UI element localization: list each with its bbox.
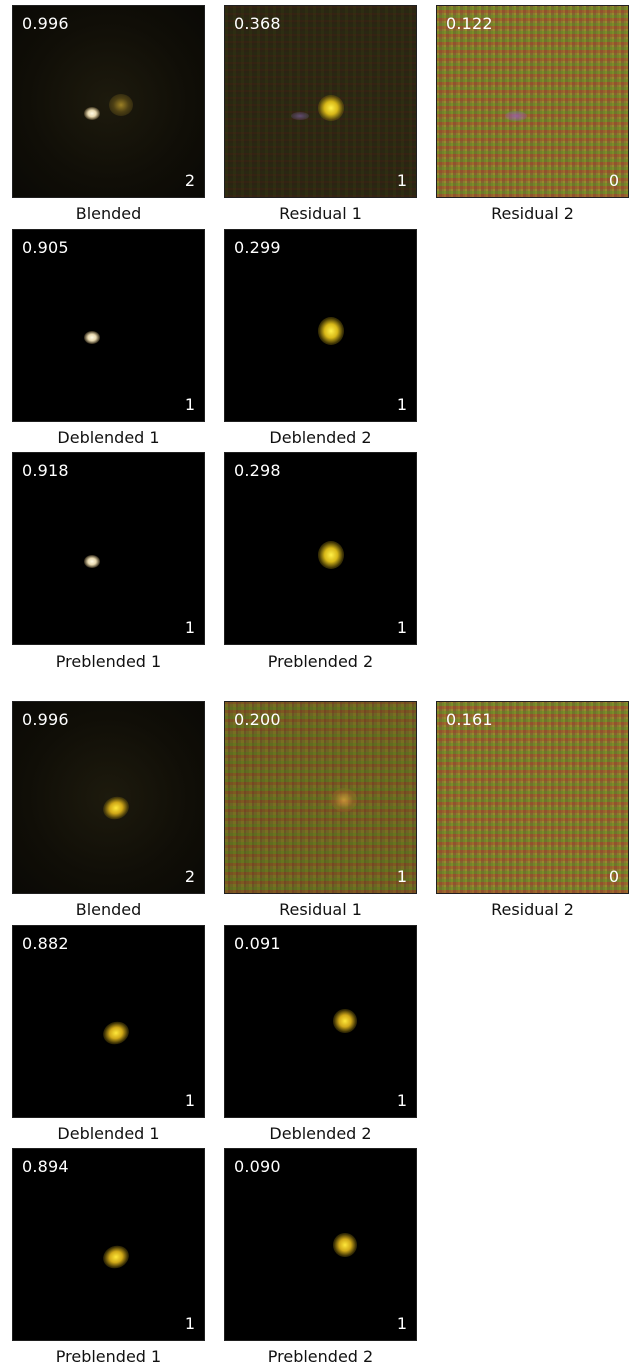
count-label: 1 bbox=[184, 1091, 195, 1110]
caption-g0-deblended-1: Deblended 1 bbox=[57, 428, 160, 447]
caption-g0-residual-1: Residual 1 bbox=[279, 204, 362, 223]
residual-artifact bbox=[505, 111, 527, 121]
panel-g1-blended: 0.996 2 bbox=[12, 701, 205, 894]
score-label: 0.996 bbox=[22, 710, 69, 729]
caption-g0-preblended-2: Preblended 2 bbox=[267, 652, 374, 671]
count-label: 1 bbox=[396, 867, 407, 886]
panel-g0-preblended-1: 0.918 1 bbox=[12, 452, 205, 645]
score-label: 0.918 bbox=[22, 461, 69, 480]
panel-g0-residual-1: 0.368 1 bbox=[224, 5, 417, 198]
caption-g1-residual-2: Residual 2 bbox=[491, 900, 574, 919]
caption-g0-blended: Blended bbox=[75, 204, 142, 223]
galaxy-white bbox=[84, 555, 100, 568]
residual-artifact bbox=[291, 112, 309, 120]
galaxy-yellow bbox=[318, 541, 344, 569]
panel-g1-residual-2: 0.161 0 bbox=[436, 701, 629, 894]
galaxy-yellow bbox=[100, 793, 132, 823]
galaxy-yellow bbox=[109, 94, 133, 116]
panel-g1-residual-1: 0.200 1 bbox=[224, 701, 417, 894]
score-label: 0.298 bbox=[234, 461, 281, 480]
caption-g1-deblended-1: Deblended 1 bbox=[57, 1124, 160, 1143]
score-label: 0.882 bbox=[22, 934, 69, 953]
count-label: 1 bbox=[184, 1314, 195, 1333]
galaxy-white bbox=[84, 331, 100, 344]
panel-g0-preblended-2: 0.298 1 bbox=[224, 452, 417, 645]
galaxy-yellow bbox=[333, 1233, 357, 1257]
caption-g1-preblended-1: Preblended 1 bbox=[55, 1347, 162, 1366]
residual-artifact bbox=[331, 788, 357, 812]
count-label: 2 bbox=[184, 171, 195, 190]
score-label: 0.299 bbox=[234, 238, 281, 257]
score-label: 0.200 bbox=[234, 710, 281, 729]
score-label: 0.368 bbox=[234, 14, 281, 33]
count-label: 0 bbox=[608, 867, 619, 886]
galaxy-yellow bbox=[318, 317, 344, 345]
score-label: 0.090 bbox=[234, 1157, 281, 1176]
panel-g0-blended: 0.996 2 bbox=[12, 5, 205, 198]
count-label: 1 bbox=[396, 395, 407, 414]
galaxy-yellow bbox=[333, 1009, 357, 1033]
caption-g1-preblended-2: Preblended 2 bbox=[267, 1347, 374, 1366]
galaxy-yellow bbox=[100, 1242, 132, 1272]
panel-g0-deblended-2: 0.299 1 bbox=[224, 229, 417, 422]
galaxy-yellow bbox=[318, 95, 344, 121]
caption-g0-residual-2: Residual 2 bbox=[491, 204, 574, 223]
count-label: 1 bbox=[396, 618, 407, 637]
panel-g1-deblended-1: 0.882 1 bbox=[12, 925, 205, 1118]
count-label: 2 bbox=[184, 867, 195, 886]
panel-g0-residual-2: 0.122 0 bbox=[436, 5, 629, 198]
score-label: 0.161 bbox=[446, 710, 493, 729]
count-label: 1 bbox=[396, 1314, 407, 1333]
count-label: 0 bbox=[608, 171, 619, 190]
caption-g1-blended: Blended bbox=[75, 900, 142, 919]
score-label: 0.122 bbox=[446, 14, 493, 33]
count-label: 1 bbox=[396, 171, 407, 190]
caption-g0-preblended-1: Preblended 1 bbox=[55, 652, 162, 671]
count-label: 1 bbox=[184, 618, 195, 637]
score-label: 0.905 bbox=[22, 238, 69, 257]
caption-g1-deblended-2: Deblended 2 bbox=[269, 1124, 372, 1143]
galaxy-yellow bbox=[100, 1018, 132, 1048]
panel-g1-preblended-2: 0.090 1 bbox=[224, 1148, 417, 1341]
score-label: 0.091 bbox=[234, 934, 281, 953]
panel-g0-deblended-1: 0.905 1 bbox=[12, 229, 205, 422]
caption-g0-deblended-2: Deblended 2 bbox=[269, 428, 372, 447]
count-label: 1 bbox=[184, 395, 195, 414]
score-label: 0.894 bbox=[22, 1157, 69, 1176]
panel-g1-deblended-2: 0.091 1 bbox=[224, 925, 417, 1118]
count-label: 1 bbox=[396, 1091, 407, 1110]
panel-g1-preblended-1: 0.894 1 bbox=[12, 1148, 205, 1341]
caption-g1-residual-1: Residual 1 bbox=[279, 900, 362, 919]
score-label: 0.996 bbox=[22, 14, 69, 33]
galaxy-white bbox=[84, 107, 100, 120]
